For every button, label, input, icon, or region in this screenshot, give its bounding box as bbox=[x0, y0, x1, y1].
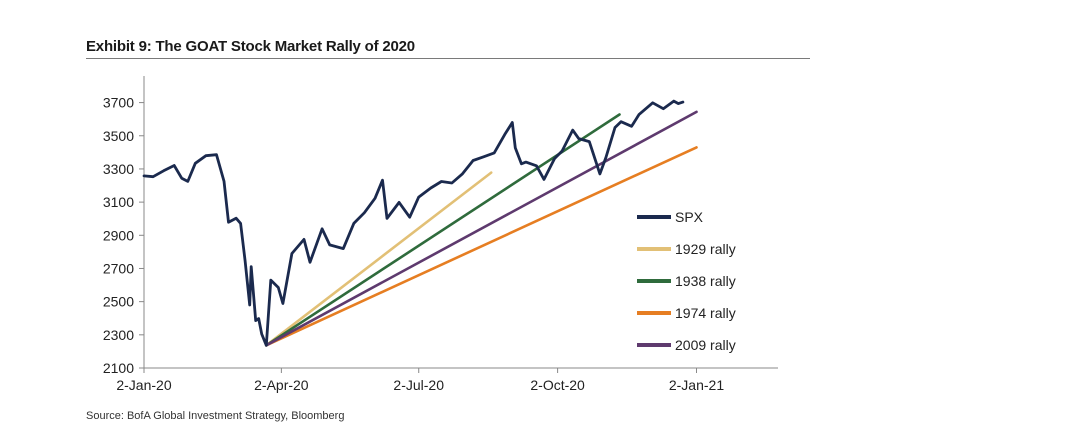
series-line-2009-rally bbox=[264, 110, 698, 347]
y-tick-label: 3100 bbox=[103, 194, 134, 210]
x-tick-label: 2-Apr-20 bbox=[254, 377, 309, 393]
x-tick-label: 2-Oct-20 bbox=[530, 377, 585, 393]
source-note: Source: BofA Global Investment Strategy,… bbox=[86, 410, 345, 422]
series-layer bbox=[142, 99, 698, 347]
title-rule bbox=[86, 58, 810, 59]
y-axis: 2100 2300 2500 2700 2900 3100 3300 3500 3700 bbox=[103, 76, 145, 376]
y-tick-label: 3700 bbox=[103, 95, 134, 111]
legend-label-1929-rally: 1929 rally bbox=[675, 241, 736, 257]
y-tick-label: 3300 bbox=[103, 161, 134, 177]
x-axis: 2-Jan-20 2-Apr-20 2-Jul-20 2-Oct-20 2-Jan-21 bbox=[116, 367, 778, 393]
legend-label-1938-rally: 1938 rally bbox=[675, 273, 736, 289]
chart-title: Exhibit 9: The GOAT Stock Market Rally o… bbox=[86, 38, 415, 55]
legend: SPX 1929 rally 1938 rally 1974 rally 2009 ra… bbox=[637, 209, 736, 353]
x-tick-label: 2-Jan-20 bbox=[116, 377, 171, 393]
series-line-1974-rally bbox=[264, 146, 698, 347]
series-line-1929-rally bbox=[264, 171, 493, 347]
legend-label-spx: SPX bbox=[675, 209, 704, 225]
series-line-1938-rally bbox=[264, 113, 621, 347]
series-line-spx bbox=[142, 99, 685, 347]
y-tick-label: 2500 bbox=[103, 294, 134, 310]
legend-label-1974-rally: 1974 rally bbox=[675, 305, 736, 321]
y-tick-label: 2100 bbox=[103, 360, 134, 376]
y-tick-label: 3500 bbox=[103, 128, 134, 144]
y-tick-label: 2700 bbox=[103, 260, 134, 276]
x-tick-label: 2-Jan-21 bbox=[669, 377, 724, 393]
x-tick-label: 2-Jul-20 bbox=[393, 377, 444, 393]
y-tick-label: 2300 bbox=[103, 327, 134, 343]
legend-label-2009-rally: 2009 rally bbox=[675, 337, 736, 353]
y-tick-label: 2900 bbox=[103, 227, 134, 243]
